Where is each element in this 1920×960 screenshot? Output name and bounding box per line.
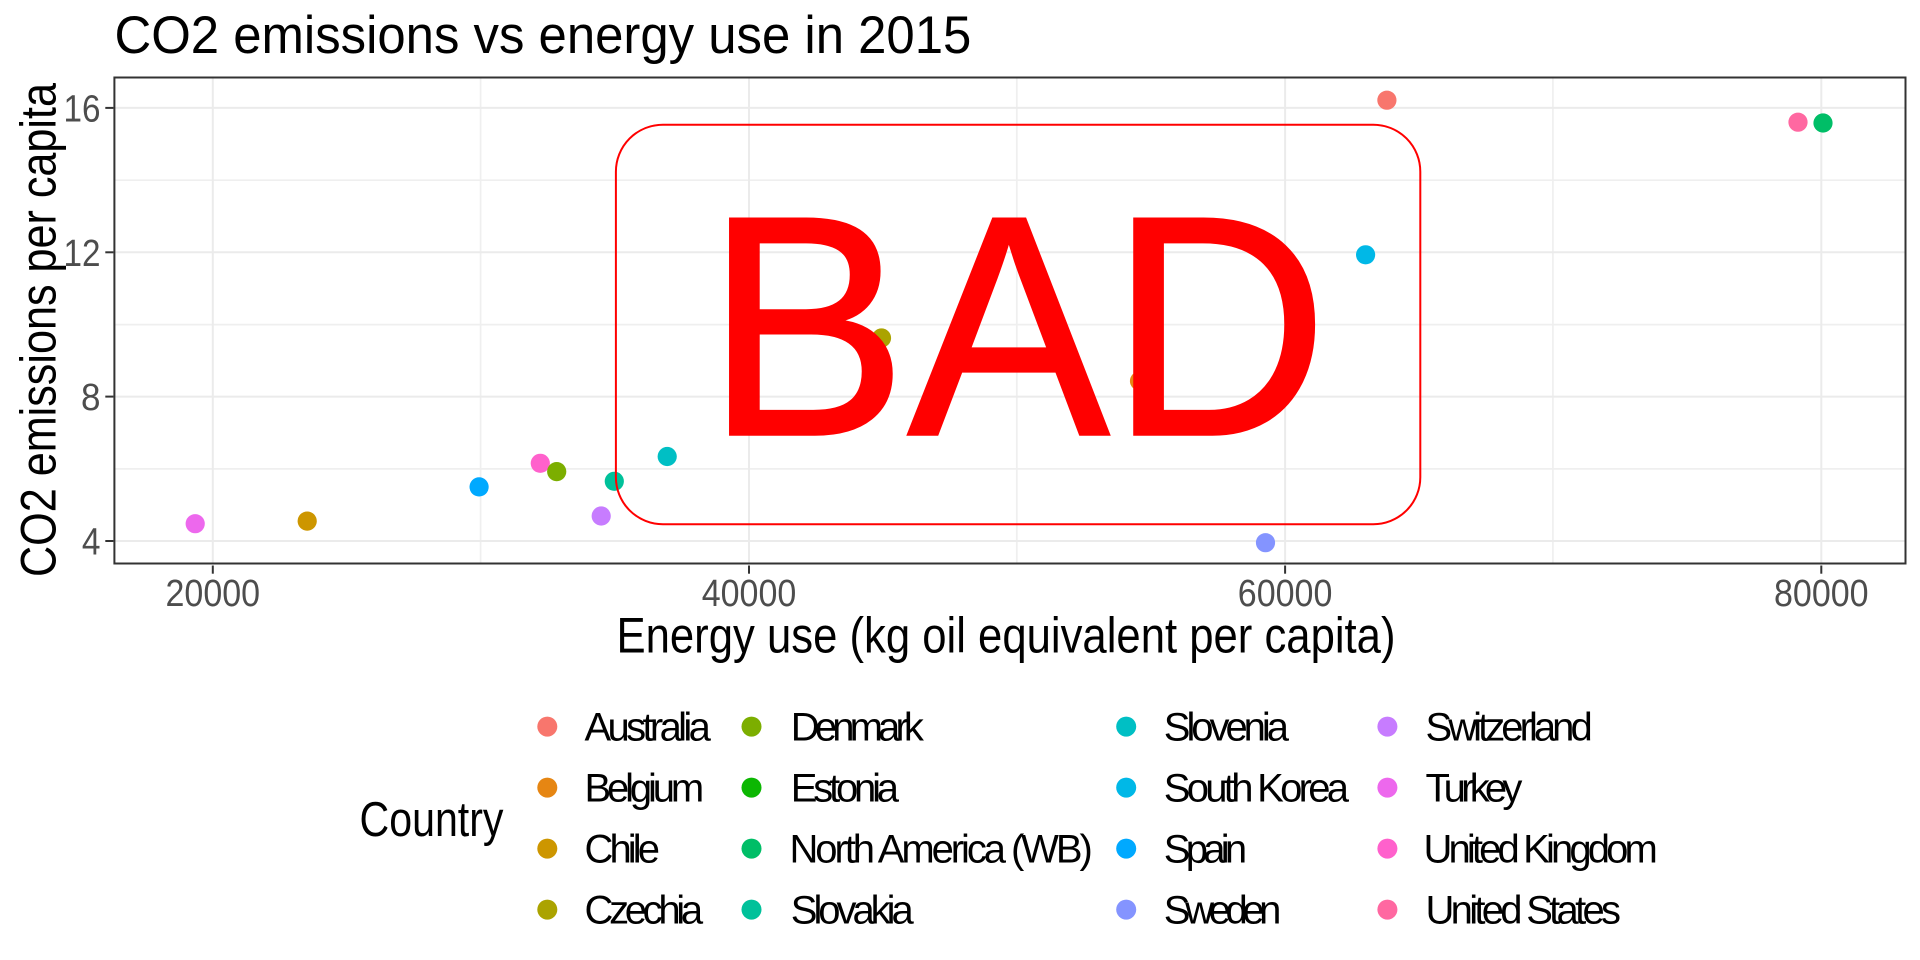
svg-text:Chile: Chile <box>585 828 661 872</box>
svg-text:United Kingdom: United Kingdom <box>1424 828 1658 872</box>
svg-text:CO2 emissions per capita: CO2 emissions per capita <box>10 82 67 577</box>
svg-text:Australia: Australia <box>585 706 712 750</box>
svg-text:4: 4 <box>82 522 101 564</box>
svg-text:BAD: BAD <box>705 152 1328 502</box>
svg-text:Denmark: Denmark <box>791 706 925 750</box>
svg-text:Spain: Spain <box>1164 828 1247 872</box>
svg-text:North America (WB): North America (WB) <box>790 828 1093 872</box>
svg-text:80000: 80000 <box>1774 573 1869 615</box>
svg-text:Sweden: Sweden <box>1164 889 1282 933</box>
svg-text:Energy use (kg oil equivalent: Energy use (kg oil equivalent per capita… <box>617 607 1396 664</box>
svg-text:20000: 20000 <box>166 573 261 615</box>
svg-text:Turkey: Turkey <box>1426 767 1523 811</box>
svg-text:Slovenia: Slovenia <box>1164 706 1290 750</box>
svg-text:Country: Country <box>360 793 505 847</box>
svg-text:Switzerland: Switzerland <box>1426 706 1593 750</box>
svg-text:60000: 60000 <box>1238 573 1333 615</box>
svg-text:40000: 40000 <box>702 573 797 615</box>
svg-text:Slovakia: Slovakia <box>791 889 915 933</box>
svg-text:United States: United States <box>1426 889 1622 933</box>
svg-text:Belgium: Belgium <box>585 767 705 811</box>
svg-text:8: 8 <box>81 377 101 419</box>
svg-text:Czechia: Czechia <box>585 889 704 933</box>
svg-text:South Korea: South Korea <box>1164 767 1350 811</box>
svg-text:Estonia: Estonia <box>791 767 900 811</box>
svg-text:CO2 emissions vs energy use in: CO2 emissions vs energy use in 2015 <box>115 6 972 65</box>
svg-text:16: 16 <box>64 88 101 130</box>
svg-text:12: 12 <box>64 233 101 275</box>
